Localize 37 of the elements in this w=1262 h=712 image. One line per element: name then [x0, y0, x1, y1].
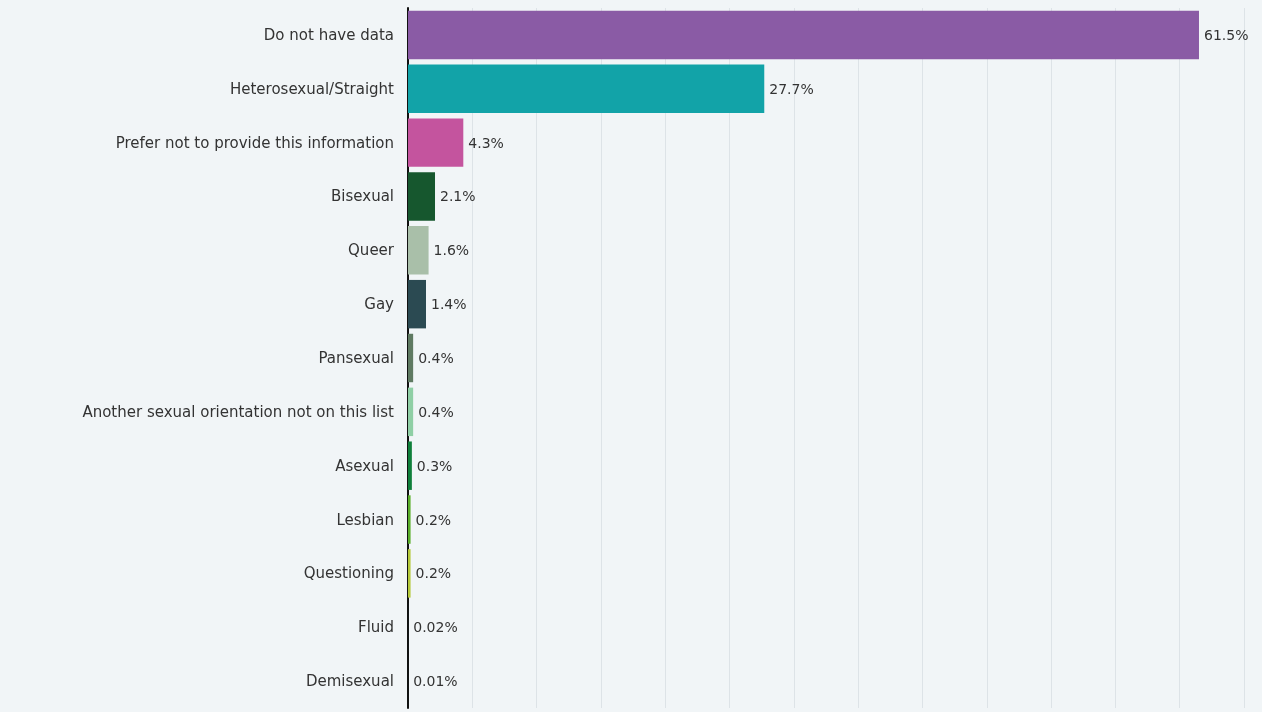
y-tick-label: Another sexual orientation not on this list: [82, 402, 395, 421]
data-label: 0.4%: [418, 403, 454, 420]
bar: [408, 226, 429, 275]
bar: [408, 172, 436, 221]
data-label: 1.6%: [433, 242, 470, 259]
data-label: 61.5%: [1203, 26, 1249, 43]
data-label: 0.02%: [413, 619, 458, 636]
y-tick-label: Lesbian: [336, 510, 394, 529]
bar: [408, 333, 414, 383]
y-tick-label: Bisexual: [331, 187, 394, 206]
data-label: 0.4%: [418, 350, 454, 366]
bar: [408, 387, 414, 437]
bar: [408, 495, 411, 544]
y-tick-label: Heterosexual/Straight: [229, 79, 395, 98]
y-tick-label: Questioning: [303, 564, 394, 583]
y-tick-label: Pansexual: [318, 349, 394, 367]
y-tick-label: Demisexual: [305, 672, 394, 691]
data-label: 0.01%: [413, 673, 458, 690]
data-label: 0.2%: [415, 565, 452, 582]
data-label: 2.1%: [440, 188, 476, 205]
y-tick-label: Prefer not to provide this information: [115, 133, 394, 152]
bar: [408, 441, 412, 490]
y-tick-label: Do not have data: [263, 25, 394, 44]
bar: [408, 549, 411, 598]
data-label: 0.3%: [416, 457, 453, 474]
bar: [408, 10, 1199, 60]
bar: [408, 279, 427, 329]
bar: [408, 64, 765, 113]
y-tick-label: Asexual: [335, 456, 394, 475]
bar: [408, 118, 464, 167]
data-label: 4.3%: [468, 134, 504, 151]
data-label: 1.4%: [431, 296, 467, 313]
y-tick-label: Queer: [348, 241, 395, 260]
y-tick-label: Gay: [364, 295, 395, 314]
y-tick-label: Fluid: [358, 618, 394, 637]
data-label: 27.7%: [769, 80, 814, 97]
data-label: 0.2%: [415, 511, 452, 528]
